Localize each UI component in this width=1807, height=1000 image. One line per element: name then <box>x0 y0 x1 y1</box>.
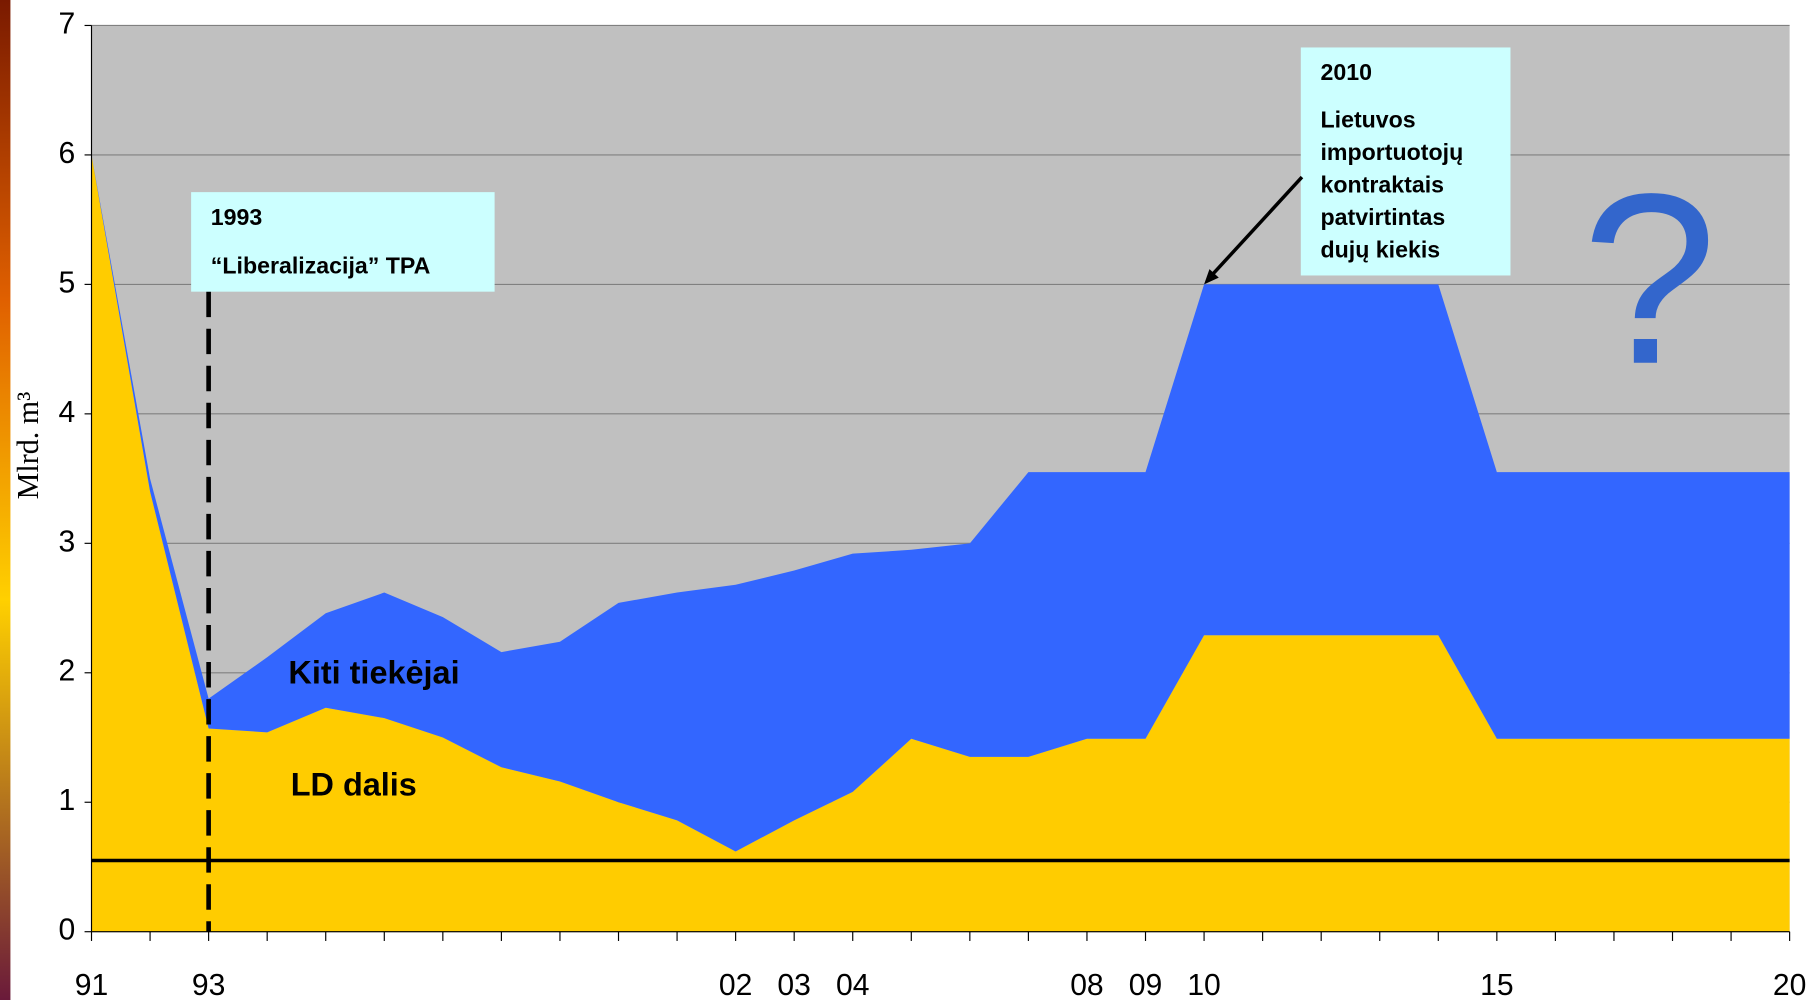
x-tick-label: 09 <box>1129 969 1162 1000</box>
annotation-box <box>1300 47 1511 276</box>
x-tick-label: 04 <box>836 969 869 1000</box>
area <box>91 154 1790 852</box>
annotation-text: “Liberalizacija” TPA <box>211 252 431 278</box>
annotation-text: Lietuvos <box>1321 107 1416 133</box>
annotation-text: kontraktais <box>1321 171 1445 197</box>
y-tick-label: 4 <box>59 396 76 429</box>
annotation-title: 1993 <box>211 204 263 230</box>
question-mark: ? <box>1582 143 1717 415</box>
x-tick-label: 02 <box>719 969 752 1000</box>
y-tick-label: 5 <box>59 266 76 299</box>
annotation-text: importuotojų <box>1321 139 1464 165</box>
x-tick-label: 20 <box>1773 969 1806 1000</box>
arrow-head <box>1204 269 1219 285</box>
annotation: 2010 Lietuvos importuotojų kontraktais patvi… <box>1300 47 1511 276</box>
x-tick-label: 93 <box>192 969 225 1000</box>
y-tick-label: 0 <box>59 914 76 947</box>
y-tick-label: 6 <box>59 137 76 170</box>
y-tick-label: 2 <box>59 655 76 688</box>
series-label: LD dalis <box>291 767 417 803</box>
annotation-text: dujų kiekis <box>1321 236 1441 262</box>
area <box>91 154 1790 932</box>
x-tick-label: 10 <box>1187 969 1220 1000</box>
decor-strip <box>0 0 11 1000</box>
x-tick-label: 03 <box>777 969 810 1000</box>
arrow-line <box>1207 175 1304 280</box>
y-tick-label: 1 <box>59 784 76 817</box>
x-tick-label: 08 <box>1070 969 1103 1000</box>
x-tick-label: 15 <box>1480 969 1513 1000</box>
x-tick-label: 91 <box>75 969 108 1000</box>
annotation-text: patvirtintas <box>1321 204 1446 230</box>
annotation-title: 2010 <box>1321 59 1373 85</box>
series-label: Kiti tiekėjai <box>288 654 459 690</box>
annotation: 1993 “Liberalizacija” TPA <box>191 192 495 292</box>
y-tick-label: 7 <box>59 7 76 40</box>
y-axis-label: Mlrd. m³ <box>11 392 45 500</box>
y-tick-label: 3 <box>59 525 76 558</box>
annotation-box <box>191 192 495 292</box>
